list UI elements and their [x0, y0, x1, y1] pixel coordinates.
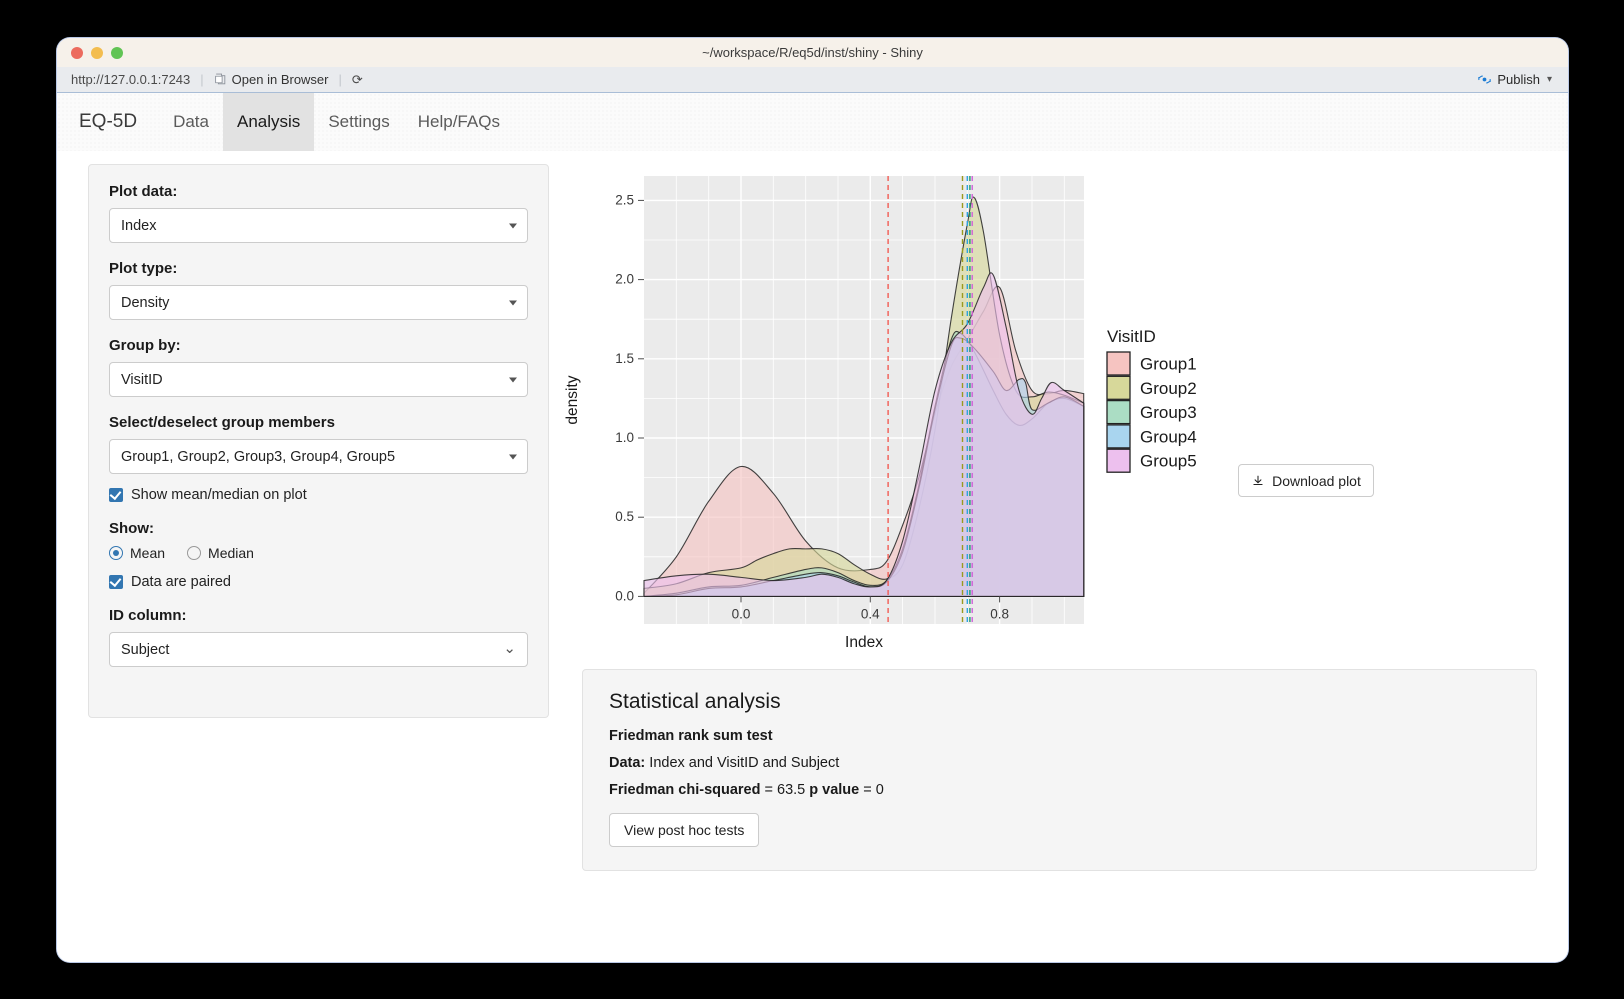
svg-text:density: density — [564, 375, 581, 424]
svg-text:0.8: 0.8 — [990, 606, 1009, 621]
svg-text:Index: Index — [845, 634, 883, 651]
svg-text:Group5: Group5 — [1140, 452, 1197, 471]
svg-text:VisitID: VisitID — [1107, 327, 1156, 346]
svg-text:2.5: 2.5 — [615, 192, 634, 207]
svg-text:2.0: 2.0 — [615, 272, 634, 287]
svg-text:0.0: 0.0 — [732, 606, 751, 621]
svg-text:Group4: Group4 — [1140, 427, 1197, 446]
svg-text:0.4: 0.4 — [861, 606, 880, 621]
svg-text:1.5: 1.5 — [615, 351, 634, 366]
svg-text:Group3: Group3 — [1140, 403, 1197, 422]
svg-text:0.0: 0.0 — [615, 588, 634, 603]
svg-text:Group2: Group2 — [1140, 379, 1197, 398]
svg-text:1.0: 1.0 — [615, 430, 634, 445]
svg-text:0.5: 0.5 — [615, 509, 634, 524]
svg-text:Group1: Group1 — [1140, 355, 1197, 374]
